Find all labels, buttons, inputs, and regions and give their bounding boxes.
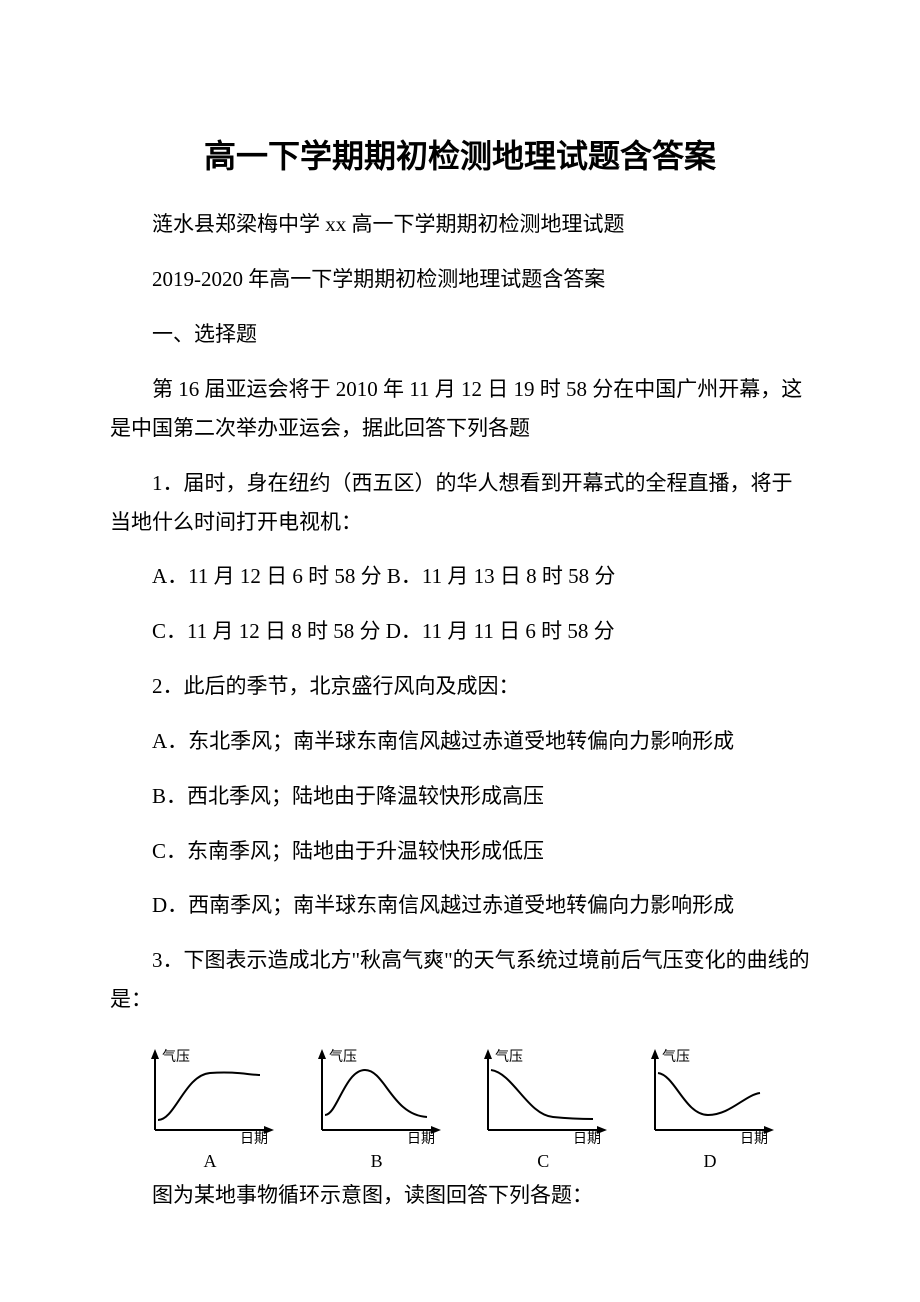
question: 3．下图表示造成北方"秋高气爽"的天气系统过境前后气压变化的曲线的是：: [110, 941, 810, 1019]
chart-block: 气压日期 A: [140, 1045, 280, 1172]
option-line: C．11 月 12 日 8 时 58 分 D．11 月 11 日 6 时 58 …: [110, 612, 810, 651]
option-line: D．西南季风；南半球东南信风越过赤道受地转偏向力影响形成: [110, 886, 810, 925]
chart-option-label: A: [204, 1151, 217, 1172]
chart-block: 气压日期 B: [307, 1045, 447, 1172]
svg-text:日期: 日期: [407, 1131, 435, 1145]
option-line: C．东南季风；陆地由于升温较快形成低压: [110, 832, 810, 871]
svg-text:日期: 日期: [573, 1131, 601, 1145]
page-title: 高一下学期期初检测地理试题含答案: [110, 131, 810, 177]
chart-option-label: C: [537, 1151, 549, 1172]
svg-text:气压: 气压: [662, 1049, 690, 1065]
paragraph: 涟水县郑梁梅中学 xx 高一下学期期初检测地理试题: [110, 205, 810, 244]
charts-row: 气压日期 A 气压日期 B 气压日期 C 气压日期 D: [110, 1035, 810, 1172]
option-line: A．11 月 12 日 6 时 58 分 B．11 月 13 日 8 时 58 …: [110, 557, 810, 596]
document-page: 高一下学期期初检测地理试题含答案 涟水县郑梁梅中学 xx 高一下学期期初检测地理…: [0, 0, 920, 1291]
paragraph: 2019-2020 年高一下学期期初检测地理试题含答案: [110, 260, 810, 299]
chart-option-label: B: [371, 1151, 383, 1172]
svg-text:气压: 气压: [329, 1049, 357, 1065]
svg-text:气压: 气压: [162, 1049, 190, 1065]
pressure-chart: 气压日期: [307, 1045, 447, 1145]
svg-text:日期: 日期: [740, 1131, 768, 1145]
question-stem: 第 16 届亚运会将于 2010 年 11 月 12 日 19 时 58 分在中…: [110, 370, 810, 448]
option-line: B．西北季风；陆地由于降温较快形成高压: [110, 777, 810, 816]
paragraph: 图为某地事物循环示意图，读图回答下列各题：: [110, 1176, 810, 1215]
question: 1．届时，身在纽约（西五区）的华人想看到开幕式的全程直播，将于当地什么时间打开电…: [110, 464, 810, 542]
svg-text:日期: 日期: [240, 1131, 268, 1145]
pressure-chart: 气压日期: [473, 1045, 613, 1145]
question: 2．此后的季节，北京盛行风向及成因：: [110, 667, 810, 706]
pressure-chart: 气压日期: [140, 1045, 280, 1145]
chart-option-label: D: [703, 1151, 716, 1172]
svg-text:气压: 气压: [495, 1049, 523, 1065]
chart-block: 气压日期 C: [473, 1045, 613, 1172]
section-heading: 一、选择题: [110, 315, 810, 354]
pressure-chart: 气压日期: [640, 1045, 780, 1145]
option-line: A．东北季风；南半球东南信风越过赤道受地转偏向力影响形成: [110, 722, 810, 761]
chart-block: 气压日期 D: [640, 1045, 780, 1172]
